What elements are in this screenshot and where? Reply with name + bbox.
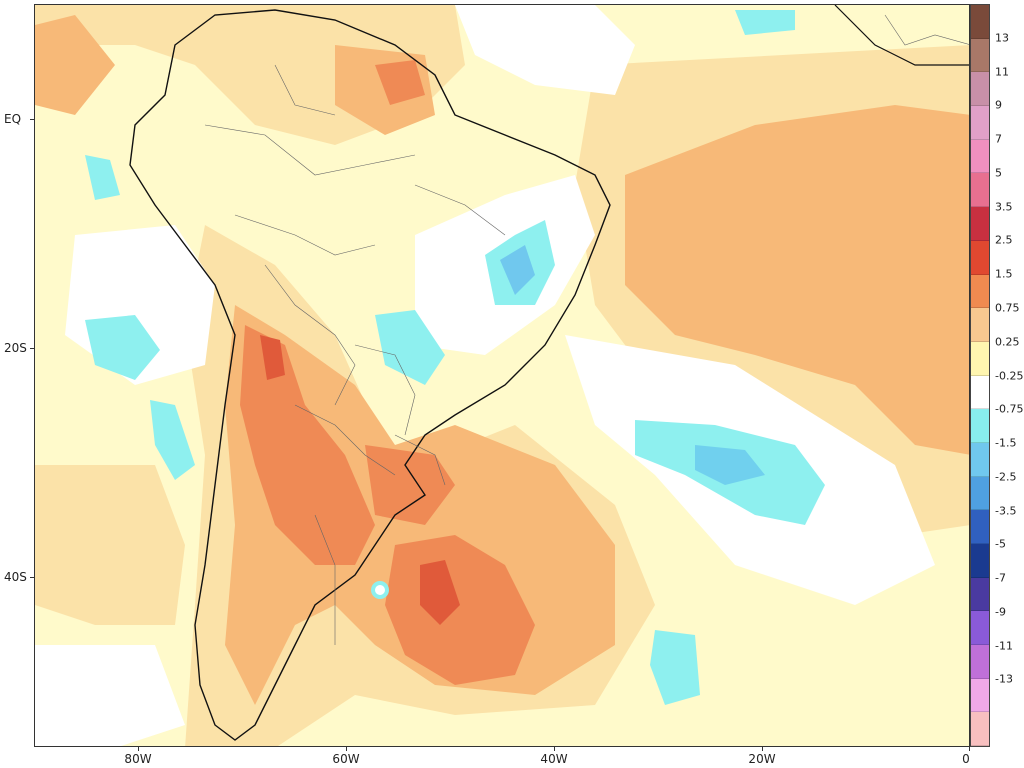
colorbar-segment	[971, 106, 989, 140]
colorbar-segment	[971, 645, 989, 679]
anomaly-region-neutral	[455, 5, 635, 95]
colorbar-label: 0.75	[995, 301, 1020, 315]
colorbar-segment	[971, 476, 989, 511]
anomaly-region-medium-orange	[35, 15, 115, 115]
y-tick	[30, 577, 34, 578]
y-tick	[30, 119, 34, 120]
colorbar-segment	[971, 5, 989, 39]
anomaly-region-cyan-deep	[695, 445, 765, 485]
y-axis-label-40s: 40S	[4, 570, 27, 584]
anomaly-region-cyan	[85, 155, 120, 200]
x-tick	[969, 747, 970, 751]
colorbar-segment	[971, 678, 989, 713]
x-axis-label-0: 0	[962, 752, 970, 766]
anomaly-region-light-orange	[35, 465, 185, 625]
x-axis-label-20w: 20W	[748, 752, 776, 766]
anomaly-region-cyan-deep	[500, 245, 535, 295]
anomaly-region-cyan	[150, 400, 195, 480]
colorbar-label: 13	[995, 31, 1009, 45]
colorbar-segment	[971, 308, 989, 342]
x-tick	[554, 747, 555, 751]
x-tick	[346, 747, 347, 751]
anomaly-region-cyan	[85, 315, 160, 380]
colorbar-segment	[971, 611, 989, 646]
x-tick	[138, 747, 139, 751]
anomaly-region-dark-orange	[240, 325, 375, 565]
anomaly-region-dark-orange	[365, 445, 455, 525]
colorbar-label: -7	[995, 571, 1006, 585]
colorbar-segment	[971, 72, 989, 107]
colorbar-label: 2.5	[995, 233, 1013, 247]
colorbar-segment	[971, 38, 989, 73]
colorbar-segment	[971, 240, 989, 275]
y-tick	[30, 348, 34, 349]
anomaly-region-medium-orange	[625, 105, 969, 455]
colorbar-label: -11	[995, 639, 1013, 653]
colorbar-segment	[971, 409, 989, 443]
anomaly-region-red	[260, 335, 285, 380]
colorbar-label: -0.75	[995, 402, 1024, 416]
colorbar-label: 3.5	[995, 200, 1013, 214]
africa-coastline	[834, 5, 969, 66]
anomaly-region-cyan	[375, 310, 445, 385]
anomaly-region-dark-orange	[375, 60, 425, 105]
colorbar	[970, 4, 990, 747]
country-borders	[204, 64, 506, 645]
x-axis-label-40w: 40W	[540, 752, 568, 766]
colorbar-label: -3.5	[995, 504, 1017, 518]
africa-borders	[884, 14, 969, 46]
x-tick	[762, 747, 763, 751]
colorbar-label: -9	[995, 605, 1006, 619]
colorbar-label: -5	[995, 537, 1006, 551]
colorbar-label: 7	[995, 132, 1002, 146]
colorbar-segment	[971, 510, 989, 544]
colorbar-segment	[971, 274, 989, 309]
colorbar-label: 11	[995, 65, 1009, 79]
colorbar-segment	[971, 544, 989, 578]
colorbar-segment	[971, 577, 989, 612]
colorbar-label: 5	[995, 166, 1002, 180]
anomaly-region-neutral	[375, 585, 385, 595]
colorbar-label: 0.25	[995, 335, 1020, 349]
colorbar-segment	[971, 712, 989, 747]
colorbar-label: -0.25	[995, 369, 1024, 382]
x-axis-label-60w: 60W	[332, 752, 360, 766]
colorbar-segment	[971, 375, 989, 410]
anomaly-map	[35, 5, 969, 746]
y-axis-label-20s: 20S	[4, 341, 27, 355]
x-axis-label-80w: 80W	[124, 752, 152, 766]
anomaly-region-neutral	[35, 645, 185, 746]
colorbar-segment	[971, 442, 989, 477]
colorbar-label: 9	[995, 98, 1002, 112]
map-panel	[34, 4, 970, 747]
anomaly-region-red	[420, 560, 460, 625]
south-america-coastline	[129, 9, 611, 741]
colorbar-label: -13	[995, 672, 1013, 686]
colorbar-label: 1.5	[995, 267, 1013, 281]
anomaly-region-cyan	[650, 630, 700, 705]
colorbar-label: -2.5	[995, 470, 1017, 484]
anomaly-region-cyan	[735, 10, 795, 35]
colorbar-segment	[971, 139, 989, 174]
colorbar-segment	[971, 173, 989, 208]
colorbar-segment	[971, 207, 989, 241]
colorbar-label: -1.5	[995, 436, 1017, 450]
colorbar-segment	[971, 341, 989, 376]
y-axis-label-eq: EQ	[4, 112, 22, 126]
